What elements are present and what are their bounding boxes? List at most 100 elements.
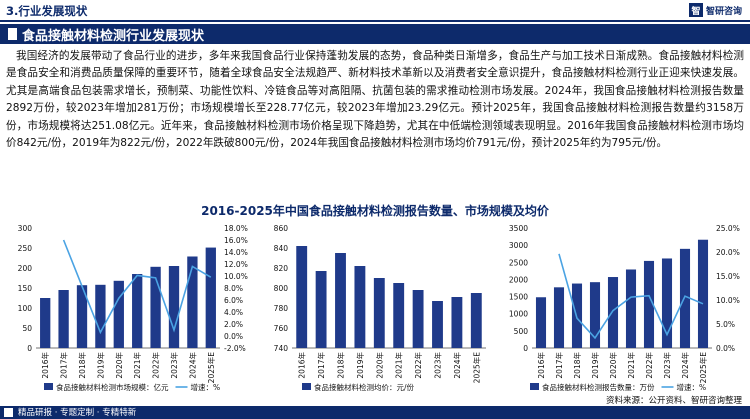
x-tick-label: 2020年 bbox=[374, 352, 384, 379]
footer-bar: 精品研报 · 专题定制 · 专精特新 bbox=[0, 406, 750, 419]
x-tick-label: 2022年 bbox=[413, 352, 423, 379]
y-tick-label: 3000 bbox=[509, 241, 528, 250]
bar bbox=[553, 287, 565, 348]
y-tick-label: 500 bbox=[514, 327, 529, 336]
y2-tick-label: 12.0% bbox=[224, 260, 248, 269]
bar bbox=[607, 277, 619, 348]
y-tick-label: 300 bbox=[18, 224, 33, 233]
bar bbox=[168, 266, 180, 348]
x-tick-label: 2018年 bbox=[572, 352, 582, 379]
y-tick-label: 740 bbox=[274, 344, 289, 353]
x-tick-label: 2021年 bbox=[394, 352, 404, 379]
y2-tick-label: 8.0% bbox=[224, 284, 243, 293]
bar bbox=[373, 278, 385, 348]
x-tick-label: 2017年 bbox=[316, 352, 326, 379]
report-count-chart: 0 500 1000 1500 2000 2500 3000 3500 2016年 2017年 20… bbox=[509, 224, 740, 392]
x-tick-label: 2021年 bbox=[626, 352, 636, 379]
x-tick-label: 2023年 bbox=[433, 352, 443, 379]
section-heading: 3.行业发展现状 bbox=[6, 4, 88, 18]
legend-bar-swatch bbox=[530, 383, 539, 390]
y-tick-label: 0 bbox=[27, 344, 32, 353]
y2-tick-label: 16.0% bbox=[224, 236, 248, 245]
divider bbox=[0, 20, 750, 22]
x-tick-label: 2021年 bbox=[132, 352, 142, 379]
x-tick-label: 2018年 bbox=[336, 352, 346, 379]
bar bbox=[451, 297, 463, 348]
logo-text: 智研咨询 bbox=[705, 6, 742, 17]
y-tick-label: 0 bbox=[523, 344, 528, 353]
y2-tick-label: 5.0% bbox=[716, 320, 735, 329]
x-tick-label: 2020年 bbox=[114, 352, 124, 379]
bar bbox=[697, 239, 709, 348]
x-tick-label: 2018年 bbox=[77, 352, 87, 379]
y-tick-label: 860 bbox=[274, 224, 289, 233]
y-tick-label: 2000 bbox=[509, 275, 528, 284]
bar bbox=[679, 248, 691, 348]
x-tick-label: 2017年 bbox=[554, 352, 564, 379]
bar bbox=[625, 269, 637, 348]
x-tick-label: 2025年E bbox=[206, 352, 216, 384]
x-tick-label: 2025年E bbox=[698, 352, 708, 384]
y2-tick-label: 2.0% bbox=[224, 320, 243, 329]
brand-logo[interactable]: 智 智研咨询 bbox=[688, 3, 742, 17]
y-tick-label: 840 bbox=[274, 244, 289, 253]
bar bbox=[58, 290, 69, 348]
growth-line bbox=[62, 239, 212, 335]
logo-icon: 智 bbox=[688, 3, 703, 17]
y-tick-label: 760 bbox=[274, 324, 289, 333]
x-tick-label: 2025年E bbox=[471, 352, 481, 384]
legend-bar-swatch bbox=[44, 383, 53, 390]
y2-tick-label: 14.0% bbox=[224, 248, 248, 257]
y-tick-label: 200 bbox=[18, 264, 33, 273]
y2-tick-label: 10.0% bbox=[224, 272, 248, 281]
legend-line-label: 增速：% bbox=[677, 382, 707, 392]
y2-tick-label: 0.0% bbox=[224, 332, 243, 341]
chart-section-title: 2016-2025年中国食品接触材料检测报告数量、市场规模及均价 bbox=[201, 204, 549, 218]
y2-tick-label: 4.0% bbox=[224, 308, 243, 317]
bar bbox=[432, 301, 443, 348]
y2-tick-label: 6.0% bbox=[224, 296, 243, 305]
legend-bar-label: 食品接触材料检测报告数量：万份 bbox=[542, 382, 655, 392]
x-tick-label: 2022年 bbox=[644, 352, 654, 379]
y-tick-label: 1000 bbox=[509, 310, 528, 319]
bar bbox=[187, 256, 198, 348]
title-bar: 食品接触材料检测行业发展现状 bbox=[0, 24, 750, 44]
bar bbox=[661, 258, 673, 348]
y-tick-label: 50 bbox=[22, 324, 32, 333]
y-tick-label: 250 bbox=[18, 244, 33, 253]
x-tick-label: 2022年 bbox=[151, 352, 161, 379]
bar bbox=[205, 247, 216, 348]
y2-tick-label: 15.0% bbox=[716, 272, 740, 281]
bar bbox=[76, 285, 88, 348]
body-paragraph: 我国经济的发展带动了食品行业的进步，多年来我国食品行业保持蓬勃发展的态势，食品种… bbox=[6, 50, 744, 150]
x-tick-label: 2019年 bbox=[590, 352, 600, 379]
x-tick-label: 2020年 bbox=[608, 352, 618, 379]
y-tick-label: 150 bbox=[18, 284, 33, 293]
source-note: 资料来源：公开资料、智研咨询整理 bbox=[605, 396, 742, 406]
y-tick-label: 780 bbox=[274, 304, 289, 313]
bar bbox=[535, 297, 547, 348]
page-title: 食品接触材料检测行业发展现状 bbox=[22, 29, 205, 44]
y2-tick-label: 10.0% bbox=[716, 296, 740, 305]
x-tick-label: 2023年 bbox=[662, 352, 672, 379]
bar bbox=[354, 266, 366, 348]
bar bbox=[95, 284, 106, 348]
x-tick-label: 2023年 bbox=[169, 352, 179, 379]
x-tick-label: 2019年 bbox=[355, 352, 365, 379]
bar bbox=[150, 266, 161, 348]
bar bbox=[589, 282, 601, 348]
legend-bar-label: 食品接触材料检测均价：元/份 bbox=[314, 382, 415, 392]
y-tick-label: 100 bbox=[18, 304, 33, 313]
x-tick-label: 2024年 bbox=[452, 352, 462, 379]
bar bbox=[296, 246, 308, 348]
bar bbox=[113, 280, 124, 348]
bar bbox=[315, 271, 327, 348]
bar bbox=[470, 293, 482, 348]
x-tick-label: 2017年 bbox=[59, 352, 69, 379]
y2-tick-label: 18.0% bbox=[224, 224, 248, 233]
legend-line-label: 增速：% bbox=[191, 382, 221, 392]
y-tick-label: 1500 bbox=[509, 293, 528, 302]
y2-tick-label: -2.0% bbox=[224, 344, 246, 353]
y-tick-label: 800 bbox=[274, 284, 289, 293]
average-price-chart: 740 760 780 800 820 840 860 2016年 2017年 2018年 2019… bbox=[274, 224, 486, 392]
